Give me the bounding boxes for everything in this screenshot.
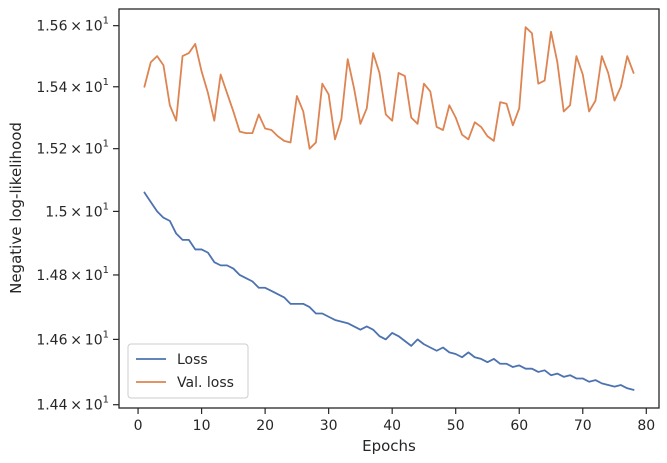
plot-frame	[118, 8, 660, 409]
y-tick-label: 1.44 × 101	[36, 395, 109, 414]
x-tick-label: 80	[637, 418, 655, 434]
x-axis-ticks: 0 10 20 30 40 50 60 70 80	[134, 408, 655, 434]
x-tick-label: 70	[574, 418, 592, 434]
series-layer	[143, 26, 635, 391]
x-tick-label: 50	[447, 418, 465, 434]
legend-label-val-loss: Val. loss	[177, 375, 234, 391]
x-tick-label: 30	[320, 418, 338, 434]
series-line-loss	[143, 191, 635, 391]
y-axis-label: Negative log-likelihood	[7, 122, 25, 294]
legend-box	[127, 343, 249, 399]
x-tick-label: 40	[383, 418, 401, 434]
y-tick-label: 1.48 × 101	[36, 265, 109, 284]
y-tick-label: 1.46 × 101	[36, 329, 109, 348]
y-tick-label: 1.5 × 101	[45, 201, 109, 220]
x-tick-label: 0	[134, 418, 143, 434]
x-tick-label: 10	[193, 418, 211, 434]
legend: Loss Val. loss	[127, 343, 249, 399]
y-tick-label: 1.52 × 101	[36, 139, 109, 158]
legend-label-loss: Loss	[177, 352, 208, 368]
y-tick-label: 1.54 × 101	[36, 77, 109, 96]
series-line-val-loss	[143, 26, 635, 150]
y-tick-label: 1.56 × 101	[36, 16, 109, 35]
x-tick-label: 60	[510, 418, 528, 434]
x-axis-label: Epochs	[362, 437, 416, 455]
x-tick-label: 20	[256, 418, 274, 434]
y-axis-ticks: 1.44 × 101 1.46 × 101 1.48 × 101 1.5 × 101 1…	[36, 16, 119, 414]
